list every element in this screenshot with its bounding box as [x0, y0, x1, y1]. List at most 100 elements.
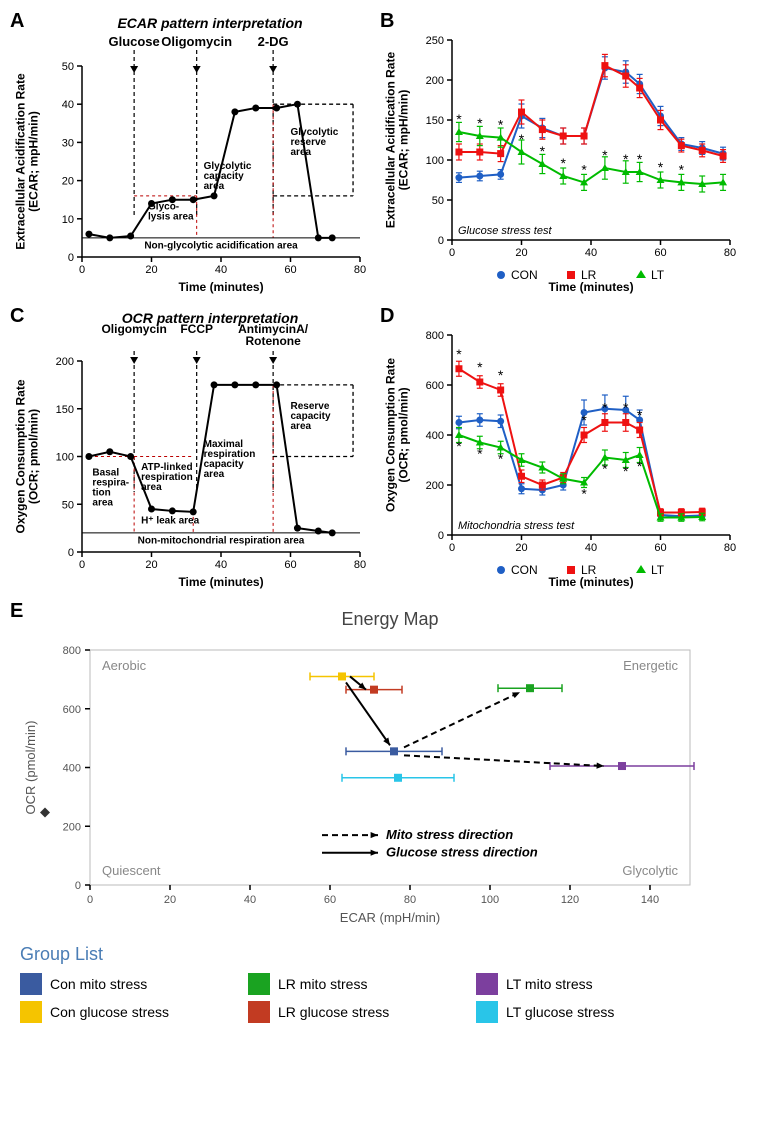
svg-text:150: 150 [426, 115, 444, 127]
panel-e-label: E [10, 600, 23, 623]
svg-text:0: 0 [438, 530, 444, 542]
svg-text:*: * [602, 400, 608, 416]
svg-text:Time (minutes): Time (minutes) [548, 575, 633, 589]
group-item-label: Con glucose stress [50, 1004, 169, 1020]
group-item-label: LT mito stress [506, 976, 593, 992]
group-list-grid: Con mito stressLR mito stressLT mito str… [20, 973, 741, 1023]
panel-c-label: C [10, 305, 24, 328]
svg-text:60: 60 [324, 894, 336, 906]
svg-text:LR: LR [581, 268, 597, 282]
group-item: Con glucose stress [20, 1001, 240, 1023]
svg-text:20: 20 [145, 559, 157, 571]
svg-text:80: 80 [354, 559, 366, 571]
svg-text:*: * [637, 151, 643, 167]
svg-text:*: * [477, 446, 483, 462]
swatch-icon [476, 973, 498, 995]
svg-text:CON: CON [511, 268, 538, 282]
svg-text:Extracellular Acidification Ra: Extracellular Acidification Rate(ECAR; m… [383, 52, 410, 229]
svg-text:Mito stress direction: Mito stress direction [386, 827, 513, 842]
svg-text:60: 60 [284, 264, 296, 276]
svg-text:Oxygen Consumption Rate(OCR; p: Oxygen Consumption Rate(OCR; pmol/min) [13, 379, 40, 533]
svg-text:120: 120 [561, 894, 579, 906]
panel-d: D 0204060800200400600800Time (minutes)Ox… [380, 305, 740, 590]
svg-text:Non-mitochondrial respiration: Non-mitochondrial respiration area [138, 535, 305, 546]
svg-text:0: 0 [75, 880, 81, 892]
svg-text:40: 40 [585, 542, 597, 554]
svg-text:50: 50 [62, 499, 74, 511]
panel-a-label: A [10, 10, 24, 33]
svg-text:100: 100 [426, 155, 444, 167]
group-item: LT mito stress [476, 973, 696, 995]
svg-text:*: * [477, 115, 483, 131]
swatch-icon [248, 1001, 270, 1023]
svg-text:250: 250 [426, 35, 444, 47]
svg-text:60: 60 [284, 559, 296, 571]
svg-text:*: * [477, 359, 483, 375]
svg-text:80: 80 [724, 247, 736, 259]
svg-text:Energetic: Energetic [623, 658, 678, 673]
svg-text:400: 400 [426, 430, 444, 442]
svg-text:150: 150 [56, 404, 74, 416]
svg-text:*: * [456, 438, 462, 454]
svg-text:20: 20 [145, 264, 157, 276]
svg-text:Glycolytic: Glycolytic [622, 863, 678, 878]
group-list-title: Group List [20, 944, 741, 965]
svg-text:Aerobic: Aerobic [102, 658, 147, 673]
svg-text:0: 0 [79, 264, 85, 276]
svg-text:0: 0 [87, 894, 93, 906]
svg-text:Mitochondria stress test: Mitochondria stress test [458, 520, 575, 532]
chart-c: OCR pattern interpretation02040608005010… [10, 305, 370, 590]
svg-text:*: * [540, 143, 546, 159]
svg-text:Quiescent: Quiescent [102, 863, 161, 878]
svg-text:LT: LT [651, 563, 665, 577]
svg-text:*: * [623, 463, 629, 479]
svg-text:80: 80 [404, 894, 416, 906]
swatch-icon [20, 1001, 42, 1023]
group-item: LR glucose stress [248, 1001, 468, 1023]
svg-text:100: 100 [56, 452, 74, 464]
svg-text:20: 20 [62, 176, 74, 188]
svg-text:600: 600 [426, 380, 444, 392]
swatch-icon [248, 973, 270, 995]
group-item-label: LR mito stress [278, 976, 367, 992]
svg-text:40: 40 [62, 99, 74, 111]
svg-text:10: 10 [62, 214, 74, 226]
svg-text:*: * [602, 147, 608, 163]
svg-text:ECAR (mpH/min): ECAR (mpH/min) [340, 910, 440, 925]
chart-d: 0204060800200400600800Time (minutes)Oxyg… [380, 305, 740, 590]
svg-text:LR: LR [581, 563, 597, 577]
row-cd: C OCR pattern interpretation020406080050… [10, 305, 751, 590]
svg-text:2-DG: 2-DG [258, 34, 289, 49]
svg-text:Energy Map: Energy Map [341, 609, 438, 629]
svg-text:60: 60 [654, 247, 666, 259]
chart-b: 020406080050100150200250Time (minutes)Ex… [380, 10, 740, 295]
svg-text:600: 600 [63, 704, 81, 716]
svg-text:FCCP: FCCP [180, 322, 213, 336]
svg-text:*: * [581, 486, 587, 502]
svg-text:Oligomycin: Oligomycin [161, 34, 232, 49]
svg-text:40: 40 [585, 247, 597, 259]
panel-e: E Energy Map0204060801001201400200400600… [10, 600, 730, 930]
panel-c: C OCR pattern interpretation020406080050… [10, 305, 370, 590]
svg-text:*: * [679, 161, 685, 177]
svg-text:*: * [498, 367, 504, 383]
svg-text:ECAR pattern interpretation: ECAR pattern interpretation [117, 15, 302, 31]
svg-text:0: 0 [68, 252, 74, 264]
svg-text:60: 60 [654, 542, 666, 554]
svg-text:Reservecapacityarea: Reservecapacityarea [291, 401, 331, 432]
svg-text:Extracellular Acidification Ra: Extracellular Acidification Rate(ECAR; m… [13, 73, 40, 250]
svg-text:40: 40 [215, 264, 227, 276]
svg-text:Glucose: Glucose [108, 34, 159, 49]
panel-d-label: D [380, 305, 394, 328]
svg-text:Maximalrespirationcapacityarea: Maximalrespirationcapacityarea [204, 439, 256, 480]
svg-text:H⁺ leak area: H⁺ leak area [141, 515, 200, 526]
svg-text:200: 200 [426, 75, 444, 87]
svg-text:*: * [581, 161, 587, 177]
svg-text:*: * [658, 159, 664, 175]
svg-text:*: * [560, 155, 566, 171]
svg-text:200: 200 [63, 821, 81, 833]
swatch-icon [20, 973, 42, 995]
svg-text:50: 50 [432, 195, 444, 207]
svg-text:*: * [519, 131, 525, 147]
group-item: LT glucose stress [476, 1001, 696, 1023]
